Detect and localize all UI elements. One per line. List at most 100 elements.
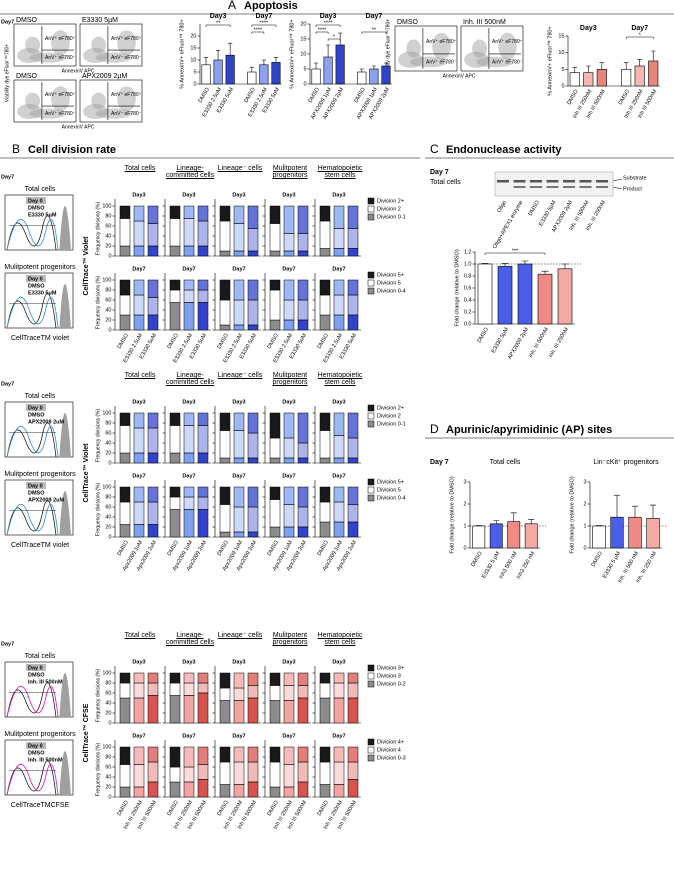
stack-segment (169, 695, 181, 724)
stack-segment (233, 687, 245, 701)
gate-label: AnV⁺ eF780⁺ (492, 39, 523, 45)
stack-segment (147, 524, 159, 538)
stack-segment (283, 250, 295, 257)
gel-band (530, 186, 542, 188)
stack-segment (283, 457, 295, 464)
stack-segment (119, 486, 131, 503)
y-tick-label: 0.2 (464, 309, 472, 315)
bar (517, 263, 533, 325)
y-tick-label: 0.8 (464, 273, 472, 279)
panel-letter: D (430, 422, 439, 436)
stack-segment (219, 531, 231, 538)
bar (507, 521, 521, 549)
day-label: Day7 (132, 266, 145, 272)
y-tick-label: 0 (108, 534, 111, 540)
stack-segment (169, 245, 181, 257)
bar (247, 71, 257, 85)
stack-segment (347, 314, 359, 331)
stack-segment (183, 509, 195, 538)
stack-segment (197, 412, 209, 426)
stack-segment (333, 314, 345, 331)
y-tick-label: 60 (105, 690, 111, 696)
lane-label: Oligo+APEX1 enzyme (492, 200, 524, 250)
stack-segment (297, 412, 309, 444)
stack-segment (333, 248, 345, 257)
bar (634, 65, 645, 87)
treated-curve (6, 425, 59, 458)
stack-segment (183, 452, 195, 464)
error-bar (215, 50, 221, 60)
y-tick-label: 20 (105, 784, 111, 790)
stack-segment (347, 504, 359, 523)
error-bar (359, 68, 364, 72)
y-tick-label: 60 (105, 504, 111, 510)
gel-band (546, 186, 559, 188)
stack-segment (233, 430, 245, 459)
stack-segment (119, 294, 131, 316)
stack-segment (147, 761, 159, 783)
legend-label: Division 3+ (377, 665, 404, 671)
x-tick-label: DMSO (317, 799, 331, 817)
day-label: Day3 (132, 192, 145, 198)
flow-density (476, 56, 514, 68)
panel-letter: A (228, 0, 236, 12)
y-tick-label: 20 (105, 317, 111, 323)
flow-density (83, 47, 108, 64)
stack-segment (283, 486, 295, 505)
stack-segment (169, 205, 181, 219)
stack-segment (283, 299, 295, 321)
legend-swatch (367, 279, 375, 287)
stack-segment (319, 746, 331, 763)
stack-segment (169, 279, 181, 291)
y-tick-label: 40 (105, 307, 111, 313)
stack-segment (247, 746, 259, 763)
day-label: Day3 (232, 659, 245, 665)
stack-segment (333, 205, 345, 229)
treated-curve (6, 296, 59, 329)
flow-plot (79, 23, 143, 67)
flow-x-label: AnnexinV APC (62, 68, 95, 74)
day-label: Day 7 (430, 169, 449, 176)
y-tick-label: 20 (105, 450, 111, 456)
stack-segment (147, 297, 159, 316)
x-tick-label: DMSO (167, 799, 181, 817)
flow-legend-label: DMSO (28, 412, 45, 418)
y-tick-label: 5 (193, 69, 196, 75)
flow-legend-label: Day 0 (28, 483, 43, 489)
group-label: Day7 (256, 13, 273, 20)
flow-density (117, 30, 136, 56)
stack-segment (347, 457, 359, 464)
flow-density (83, 103, 108, 120)
group-label: Day3 (320, 13, 337, 20)
stack-segment (247, 412, 259, 434)
legend-swatch (367, 420, 375, 428)
population-header: Mulitpotent progenitors (272, 165, 308, 180)
y-axis-label: Frequency divisions (%) (95, 201, 101, 255)
significance-label: **** (324, 20, 333, 26)
y-tick-label: 0 (108, 460, 111, 466)
stack-segment (247, 531, 259, 538)
flow-legend-label: Inh. III 500nM (28, 679, 63, 685)
y-tick-label: 100 (102, 670, 111, 676)
legend-chip (26, 404, 46, 411)
flow-legend-label: Day 0 (28, 405, 43, 411)
stack-segment (333, 457, 345, 464)
y-tick-label: 0 (108, 794, 111, 800)
day-label: Day7 (182, 266, 195, 272)
significance-bracket (361, 31, 387, 34)
stack-segment (119, 412, 131, 426)
day-label: Day7 (1, 19, 14, 25)
bar (621, 69, 632, 87)
significance-bracket (625, 36, 654, 39)
stack-segment (319, 501, 331, 523)
error-bar (623, 62, 629, 70)
stack-segment (119, 425, 131, 454)
stack-segment (347, 294, 359, 316)
y-tick-label: 0.0 (464, 321, 472, 327)
day0-peak (59, 673, 71, 717)
block-y-label: CellTrace™ Violet (83, 236, 90, 296)
stack-segment (283, 764, 295, 788)
stack-segment (169, 218, 181, 247)
stack-segment (283, 746, 295, 765)
stack-segment (233, 412, 245, 431)
